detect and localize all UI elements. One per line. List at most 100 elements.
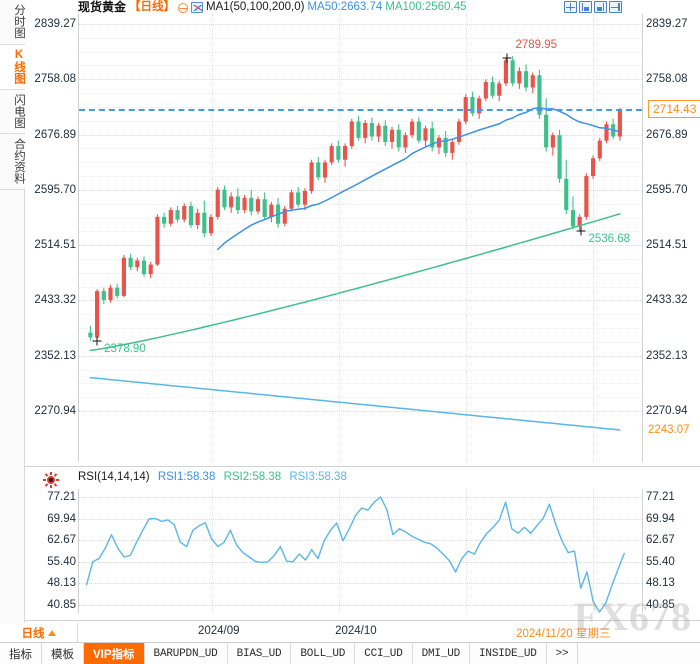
rsi-axis-label: 77.21	[646, 491, 675, 503]
last-price-tag: 2714.43	[648, 100, 700, 118]
gridline-vertical	[338, 14, 340, 462]
gridline-minor	[79, 106, 642, 108]
rsi-axis-label: 69.94	[47, 512, 76, 525]
tab-cci-ud[interactable]: CCI_UD	[355, 643, 413, 664]
rsi-axis-label: 48.13	[646, 577, 675, 590]
rsi-axis-label: 62.67	[646, 534, 675, 547]
price-axis-label: 2676.89	[646, 128, 688, 141]
instrument-period: 【日线】	[129, 1, 176, 13]
indicator-settings-icon[interactable]	[43, 472, 59, 488]
price-plot-area[interactable]: 2839.27 2839.27 2758.08 2758.08 2676.89 2676.…	[34, 14, 688, 462]
ma50-value: MA50:2663.74	[307, 1, 383, 13]
shift-right-tool-icon[interactable]	[609, 1, 622, 13]
sidebar-item-contract-info[interactable]: 合约资料	[0, 134, 25, 190]
sidebar-item-lightning-chart[interactable]: 闪电图	[0, 89, 25, 134]
tab-bias-ud[interactable]: BIAS_UD	[228, 643, 292, 664]
tab-inside-ud[interactable]: INSIDE_UD	[470, 643, 547, 664]
gridline-minor	[79, 369, 642, 371]
sidebar-item-candlestick-chart[interactable]: K线图	[0, 44, 25, 90]
ma-indicator-icon[interactable]	[191, 2, 204, 13]
price-axis-label: 2433.32	[646, 294, 688, 307]
gridline-vertical	[338, 489, 340, 613]
price-axis-label: 2758.08	[646, 73, 688, 86]
x-axis-current-date-label: 2024/11/20 星期三	[516, 628, 611, 640]
ma200-value-tag: 2243.07	[648, 423, 690, 436]
rsi-axis-label: 77.21	[47, 491, 76, 503]
gridline-minor	[79, 397, 642, 399]
candlestick-series	[88, 56, 622, 431]
swing-low-left-marker	[92, 336, 102, 346]
rsi-axis-label: 62.67	[47, 534, 76, 547]
gridline-minor	[79, 51, 642, 53]
align-left-tool-icon[interactable]	[579, 1, 592, 13]
gridline-minor	[79, 65, 642, 67]
sidebar-item-timeline-chart[interactable]: 分时图	[0, 0, 25, 45]
price-axis-label: 2433.32	[34, 294, 76, 307]
rsi-legend: RSI(14,14,14) RSI1:58.38 RSI2:58.38 RSI3…	[43, 470, 347, 488]
price-axis-label: 2270.94	[34, 405, 76, 417]
ma100-value: MA100:2560.45	[385, 1, 467, 13]
price-axis-label: 2676.89	[34, 128, 76, 141]
ma50-line	[216, 106, 621, 251]
rsi-axis-label: 55.40	[646, 555, 675, 568]
gridline-minor	[79, 341, 642, 343]
left-sidebar: 分时图 K线图 闪电图 合约资料	[0, 0, 25, 635]
price-axis-label: 2839.27	[646, 18, 688, 30]
price-chart-legend: 现货黄金 【日线】 MA1(50,100,200,0) MA50:2663.74…	[78, 0, 466, 15]
rsi-axis-label: 40.85	[47, 599, 76, 611]
price-axis-label: 2758.08	[34, 73, 76, 86]
gridline	[79, 24, 642, 25]
rsi-axis-label: 48.13	[47, 577, 76, 590]
period-selector-button[interactable]: 日线	[0, 623, 78, 643]
period-selector-label: 日线	[21, 628, 45, 640]
gridline	[79, 189, 642, 191]
gridline-minor	[79, 231, 642, 233]
gridline-minor	[79, 383, 642, 385]
tab-indicators[interactable]: 指标	[0, 643, 42, 664]
ma100-line	[89, 213, 621, 352]
align-right-tool-icon[interactable]	[594, 1, 607, 13]
rsi-axis-label: 55.40	[47, 555, 76, 568]
gridline	[79, 245, 642, 247]
x-axis-label: 2024/09	[197, 625, 240, 637]
gridline	[79, 79, 642, 81]
gridline-vertical	[593, 14, 595, 462]
tab-templates[interactable]: 模板	[42, 643, 84, 664]
tab-vip-indicators[interactable]: VIP指标	[84, 643, 145, 664]
indicator-tabbar: 指标 模板 VIP指标 BARUPDN_UD BIAS_UD BOLL_UD CCI_UD D…	[0, 642, 700, 664]
gridline-minor	[79, 314, 642, 316]
ma-formula-label: MA1(50,100,200,0)	[206, 1, 305, 13]
gridline-minor	[79, 217, 642, 219]
x-axis-label: 2024/10	[335, 625, 377, 637]
rsi3-value: RSI3:58.38	[289, 471, 347, 483]
settings-circle-icon[interactable]	[178, 2, 189, 13]
gridline-vertical	[466, 489, 468, 613]
crosshair-tool-icon[interactable]	[564, 1, 577, 13]
tab-dmi-ud[interactable]: DMI_UD	[413, 643, 471, 664]
rsi-axis-label: 40.85	[646, 599, 675, 611]
tab-more[interactable]: >>	[547, 643, 579, 664]
price-axis-label: 2514.51	[646, 239, 688, 252]
rsi2-value: RSI2:58.38	[223, 471, 282, 483]
tab-barupdn-ud[interactable]: BARUPDN_UD	[145, 643, 228, 664]
gridline-minor	[79, 162, 642, 164]
price-axis-label: 2270.94	[646, 405, 688, 417]
chart-toolbar	[564, 1, 622, 13]
gridline	[79, 583, 642, 585]
tab-boll-ud[interactable]: BOLL_UD	[291, 643, 356, 664]
price-chart-pane: 现货黄金 【日线】 MA1(50,100,200,0) MA50:2663.74…	[25, 0, 700, 466]
gridline-minor	[79, 328, 642, 330]
gridline-vertical	[211, 14, 213, 462]
rsi-plot-area[interactable]: 77.21 77.21 69.94 69.94 62.67 62.67 55.40 55.40…	[47, 489, 675, 613]
gridline-vertical	[593, 489, 595, 613]
ma200-line	[89, 376, 621, 431]
price-axis-label: 2595.70	[646, 183, 688, 196]
triangle-up-icon	[47, 630, 56, 636]
gridline-minor	[79, 203, 642, 205]
gridline-minor	[79, 176, 642, 178]
gridline	[79, 355, 642, 357]
gridline	[79, 518, 642, 520]
rsi-formula-label: RSI(14,14,14)	[78, 471, 150, 483]
swing-high-marker	[502, 53, 512, 63]
last-price-line	[79, 109, 642, 111]
